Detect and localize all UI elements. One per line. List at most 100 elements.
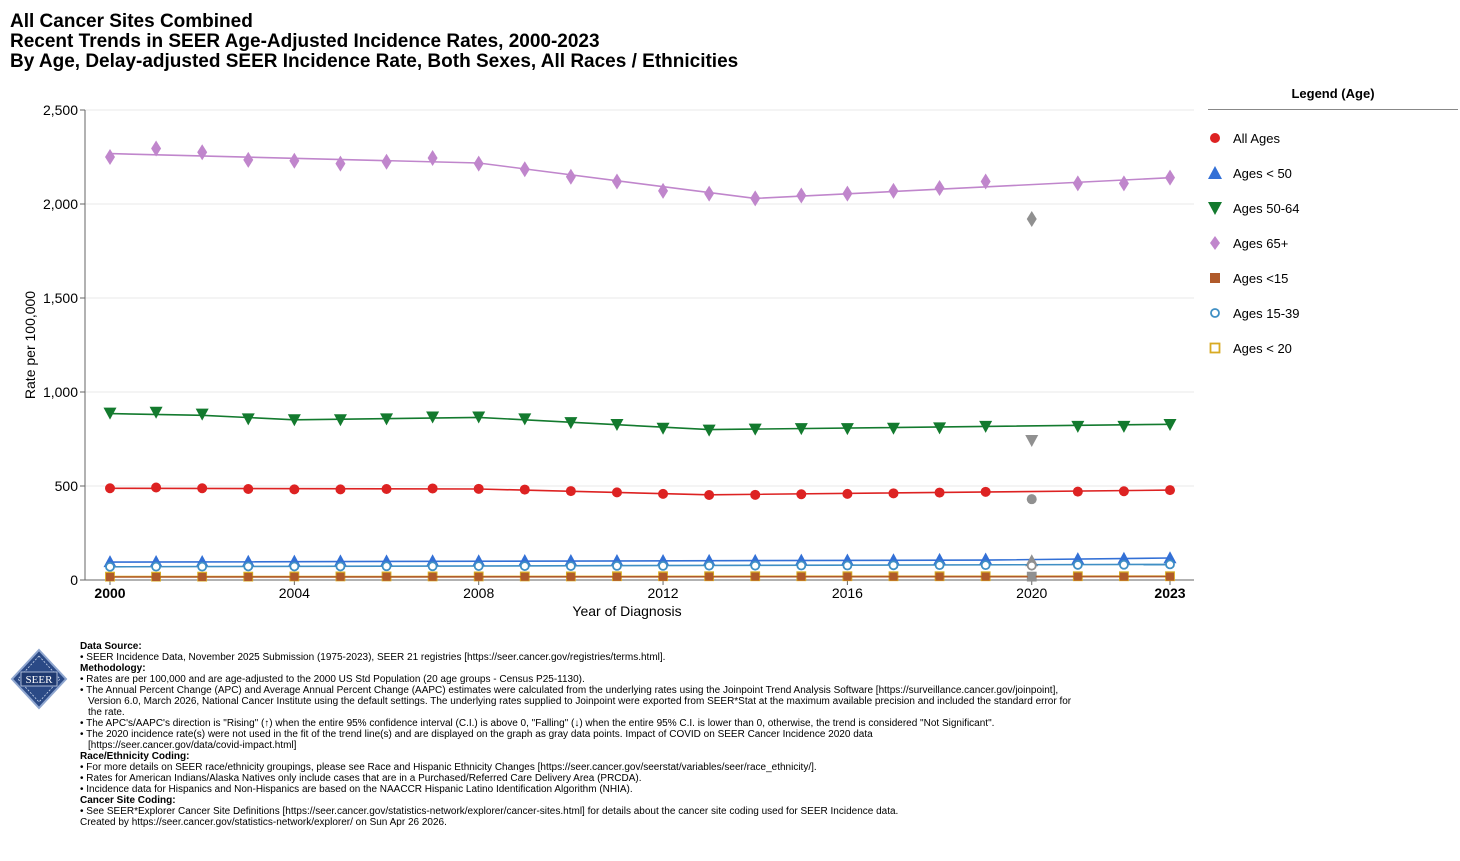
data-point xyxy=(658,182,669,199)
data-point xyxy=(980,486,991,497)
methodology-rates: • Rates are per 100,000 and are age-adju… xyxy=(80,674,585,685)
data-point xyxy=(473,561,484,571)
data-point xyxy=(1166,572,1174,581)
data-point xyxy=(840,423,854,436)
x-tick-label: 2008 xyxy=(463,585,494,601)
data-point xyxy=(520,572,529,581)
x-tick-label: 2004 xyxy=(279,585,310,601)
data-point xyxy=(751,572,760,581)
trend-line-all-ages xyxy=(109,487,1171,496)
data-point xyxy=(1163,551,1177,564)
legend-label: Ages < 50 xyxy=(1233,165,1292,181)
data-point xyxy=(289,484,300,495)
data-point xyxy=(1072,560,1083,570)
data-point xyxy=(888,560,899,571)
legend-item[interactable]: Ages < 50 xyxy=(1208,163,1292,183)
trend-line-ages-50-64 xyxy=(109,412,1171,431)
methodology-apc: • The Annual Percent Change (APC) and Av… xyxy=(80,685,1059,696)
data-point xyxy=(656,422,670,435)
methodology-heading: Methodology: xyxy=(80,663,146,674)
data-point xyxy=(704,560,715,571)
y-tick-label: 2,500 xyxy=(43,102,78,118)
data-point xyxy=(382,572,391,581)
data-point xyxy=(1119,572,1128,581)
data-point xyxy=(287,414,301,427)
data-point xyxy=(705,572,714,581)
data-point xyxy=(473,155,484,172)
data-point xyxy=(933,422,947,435)
data-point xyxy=(473,483,484,494)
site-definitions: • See SEER*Explorer Cancer Site Definiti… xyxy=(80,806,899,817)
legend-label: Ages 65+ xyxy=(1233,235,1289,251)
data-point xyxy=(1073,572,1082,581)
y-tick-label: 500 xyxy=(55,478,79,494)
data-point xyxy=(105,483,115,494)
x-tick-label: 2020 xyxy=(1016,585,1047,601)
data-point xyxy=(518,413,532,426)
legend-marker-icon xyxy=(1209,342,1221,354)
legend-marker-icon xyxy=(1208,202,1222,215)
race-nhia: • Incidence data for Hispanics and Non-H… xyxy=(80,784,633,795)
data-point xyxy=(241,413,255,426)
data-point xyxy=(1118,486,1129,497)
data-point xyxy=(1117,551,1131,564)
x-tick-label: 2016 xyxy=(832,585,863,601)
data-point xyxy=(888,488,899,499)
data-point xyxy=(105,561,115,572)
legend-marker-icon xyxy=(1210,273,1220,283)
legend-item[interactable]: Ages < 20 xyxy=(1208,338,1292,358)
race-groupings: • For more details on SEER race/ethnicit… xyxy=(80,762,817,773)
legend-label: Ages 15-39 xyxy=(1233,305,1300,321)
data-point xyxy=(427,149,438,166)
covid-gray-point xyxy=(1026,560,1037,571)
data-point xyxy=(289,561,300,572)
data-point xyxy=(243,561,254,572)
data-source-heading: Data Source: xyxy=(80,641,142,652)
title-line-3: By Age, Delay-adjusted SEER Incidence Ra… xyxy=(10,51,739,72)
data-point xyxy=(106,572,114,581)
legend-item[interactable]: Ages <15 xyxy=(1208,268,1288,288)
chart-titles: All Cancer Sites Combined Recent Trends … xyxy=(10,12,738,72)
data-point xyxy=(197,561,208,572)
data-point xyxy=(1165,169,1175,186)
data-point xyxy=(934,560,945,571)
y-tick-label: 1,000 xyxy=(43,384,78,400)
data-point xyxy=(935,572,944,581)
x-tick-label: 2012 xyxy=(647,585,678,601)
data-point xyxy=(564,417,578,430)
covid-gray-point xyxy=(1026,211,1037,228)
methodology-apc-cont: Version 6.0, March 2026, National Cancer… xyxy=(88,696,1072,707)
data-point xyxy=(750,489,761,500)
legend-label: Ages <15 xyxy=(1233,270,1289,286)
data-point xyxy=(796,187,807,204)
seer-logo-text: SEER xyxy=(26,674,54,686)
data-point xyxy=(980,560,991,571)
covid-gray-point xyxy=(1027,572,1036,581)
legend-item[interactable]: Ages 50-64 xyxy=(1208,198,1300,218)
data-point xyxy=(842,560,853,571)
trend-line-ages-65- xyxy=(109,152,1171,200)
data-point xyxy=(565,561,576,571)
legend-item[interactable]: Ages 15-39 xyxy=(1208,303,1300,323)
data-point xyxy=(1118,175,1129,192)
data-point xyxy=(750,560,761,571)
data-point xyxy=(519,484,530,495)
data-point xyxy=(934,487,945,498)
data-point xyxy=(658,561,668,571)
data-point xyxy=(612,561,622,571)
data-point xyxy=(151,140,162,157)
legend-marker-icon xyxy=(1210,236,1220,250)
data-point xyxy=(289,152,300,169)
data-point xyxy=(335,561,346,572)
data-point xyxy=(796,560,807,571)
legend-item[interactable]: All Ages xyxy=(1208,128,1280,148)
data-point xyxy=(103,407,117,420)
data-point xyxy=(1165,559,1175,570)
legend-item[interactable]: Ages 65+ xyxy=(1208,233,1288,253)
data-point xyxy=(198,572,207,581)
methodology-covid-link: [https://seer.cancer.gov/data/covid-impa… xyxy=(88,740,297,751)
data-point xyxy=(381,484,392,495)
created-by: Created by https://seer.cancer.gov/stati… xyxy=(80,817,447,828)
data-point xyxy=(197,144,208,161)
methodology-covid: • The 2020 incidence rate(s) were not us… xyxy=(80,729,873,740)
